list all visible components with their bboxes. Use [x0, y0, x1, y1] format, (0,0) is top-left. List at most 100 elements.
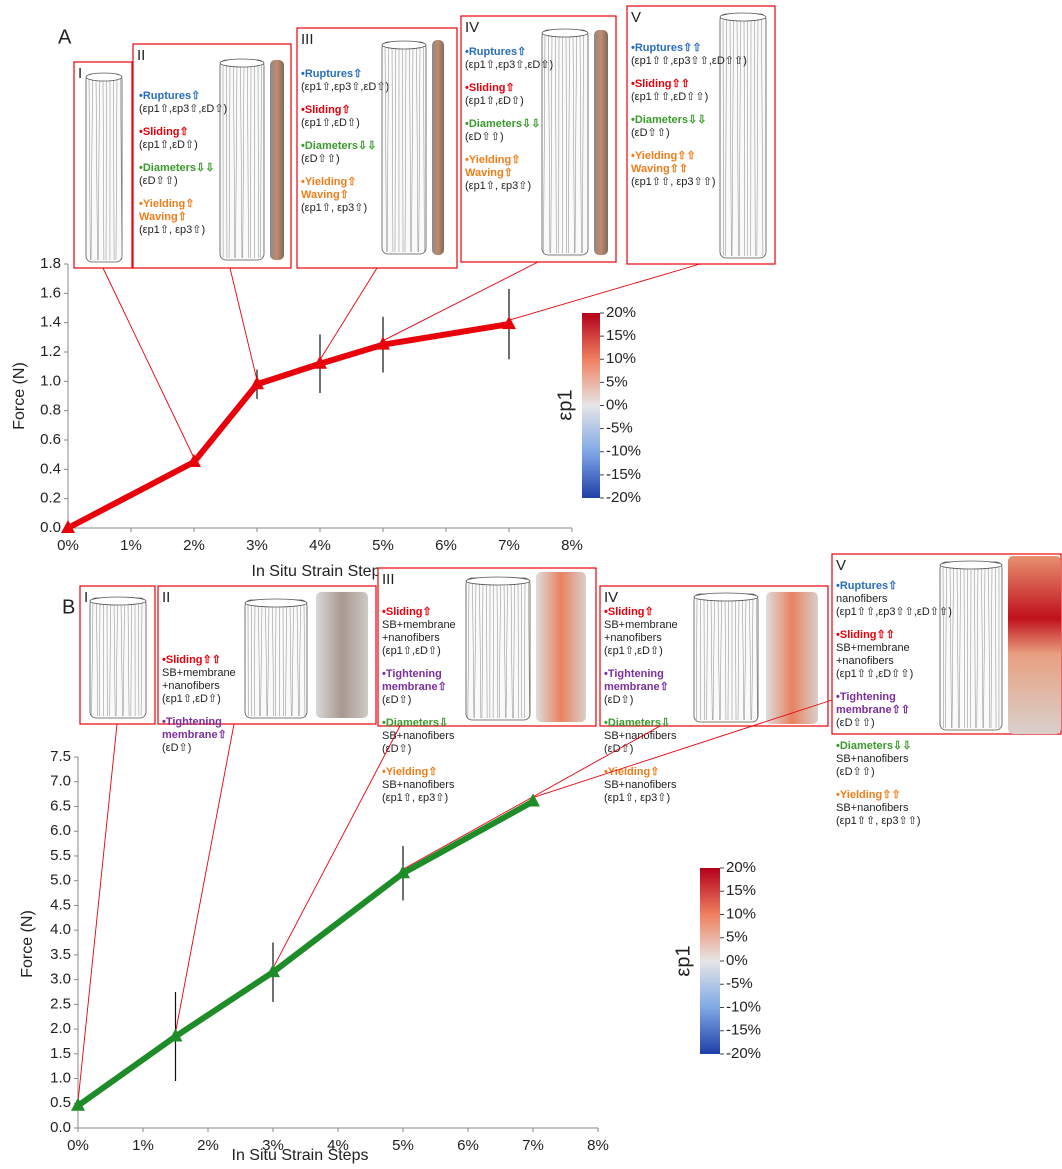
note-heading: Waving⇧ [139, 211, 187, 223]
note-heading: •Diameters⇩ [382, 717, 448, 729]
note-heading: membrane⇧⇧ [836, 704, 910, 716]
colorbar-tick-label: -15% [606, 466, 641, 483]
y-tick-label: 1.6 [40, 284, 61, 301]
y-tick-label: 0.5 [50, 1094, 71, 1111]
note-detail: (εD⇧⇧) [465, 131, 504, 143]
y-axis-title: Force (N) [19, 910, 36, 978]
connector [176, 724, 235, 1032]
fiber-top [86, 73, 122, 81]
note-heading: •Ruptures⇧ [465, 46, 526, 58]
note-detail: (εD⇧) [382, 743, 411, 755]
x-tick-label: 4% [309, 537, 331, 554]
colorbar-tick-label: -10% [606, 443, 641, 460]
note-detail: SB+nanofibers [604, 730, 677, 742]
panel-label: A [58, 26, 72, 48]
note-detail: (εD⇧) [604, 694, 633, 706]
figure: A0.00.20.40.60.81.01.21.41.61.80%1%2%3%4… [0, 0, 1062, 1164]
y-tick-label: 3.5 [50, 946, 71, 963]
x-tick-label: 0% [57, 537, 79, 554]
note-detail: (εp1⇧,εD⇧) [162, 693, 221, 705]
note-detail: (εD⇧⇧) [301, 153, 340, 165]
fiber-top [245, 599, 307, 607]
colorbar-tick-label: 10% [726, 905, 756, 922]
note-heading: •Diameters⇩⇩ [301, 140, 376, 152]
colorbar-tick-label: -15% [726, 1022, 761, 1039]
note-heading: •Yielding⇧ [301, 176, 356, 188]
note-detail: (εp1⇧⇧, εp3⇧⇧) [631, 176, 716, 188]
note-heading: •Yielding⇧⇧ [836, 789, 901, 801]
y-tick-label: 7.5 [50, 748, 71, 765]
connector [230, 268, 257, 380]
colorbar-tick-label: 0% [726, 952, 748, 969]
colorbar-tick-label: -10% [726, 998, 761, 1015]
note-heading: •Diameters⇩ [604, 717, 670, 729]
y-tick-label: 1.4 [40, 314, 61, 331]
note-heading: Waving⇧⇧ [631, 163, 688, 175]
fiber-bundle [720, 14, 766, 258]
note-detail: (εp1⇧, εp3⇧) [139, 224, 205, 236]
y-tick-label: 0.0 [50, 1119, 71, 1136]
data-line [78, 802, 533, 1106]
note-detail: (εp1⇧,εp3⇧,εD⇧) [465, 59, 553, 71]
note-heading: •Sliding⇧⇧ [631, 78, 690, 90]
y-tick-label: 3.0 [50, 971, 71, 988]
note-heading: •Ruptures⇧ [301, 68, 362, 80]
y-tick-label: 0.0 [40, 519, 61, 536]
y-axis-title: Force (N) [11, 362, 28, 430]
x-tick-label: 6% [457, 1137, 479, 1154]
colorbar-tick-label: -5% [726, 975, 753, 992]
fiber-top [90, 597, 146, 605]
colorbar [582, 313, 600, 498]
y-tick-label: 2.0 [50, 1020, 71, 1037]
note-detail: SB+nanofibers [836, 753, 909, 765]
note-detail: (εp1⇧, εp3⇧) [465, 180, 531, 192]
note-heading: •Sliding⇧ [382, 606, 432, 618]
x-tick-label: 7% [498, 537, 520, 554]
note-heading: •Ruptures⇧ [836, 580, 897, 592]
x-tick-label: 2% [183, 537, 205, 554]
note-heading: •Sliding⇧⇧ [162, 654, 221, 666]
fiber-top [940, 561, 1002, 569]
note-heading: •Tightening [836, 691, 896, 703]
x-axis-title: In Situ Strain Steps [252, 563, 389, 580]
note-heading: Waving⇧ [465, 167, 513, 179]
note-detail: SB+membrane [836, 642, 910, 654]
note-detail: (εp1⇧⇧,εp3⇧⇧,εD⇧⇧) [836, 606, 952, 618]
note-heading: membrane⇧ [162, 729, 227, 741]
note-heading: •Sliding⇧⇧ [836, 629, 895, 641]
fiber-bundle [90, 598, 146, 718]
note-heading: •Diameters⇩⇩ [465, 118, 540, 130]
note-heading: •Ruptures⇧⇧ [631, 42, 702, 54]
note-detail: nanofibers [836, 593, 888, 605]
note-heading: •Ruptures⇧ [139, 90, 200, 102]
colorbar-tick-label: 15% [726, 882, 756, 899]
y-tick-label: 0.2 [40, 490, 61, 507]
note-detail: (εp1⇧, εp3⇧) [604, 792, 670, 804]
x-tick-label: 7% [522, 1137, 544, 1154]
rod-render [432, 40, 444, 255]
y-tick-label: 1.0 [40, 372, 61, 389]
note-detail: SB+nanofibers [604, 779, 677, 791]
note-heading: Waving⇧ [301, 189, 349, 201]
inset-label: V [836, 557, 846, 574]
note-detail: +nanofibers [836, 655, 894, 667]
note-detail: (εp1⇧, εp3⇧) [301, 202, 367, 214]
inset-label: II [137, 47, 145, 64]
note-detail: (εD⇧⇧) [836, 717, 875, 729]
note-detail: (εp1⇧⇧,εD⇧⇧) [631, 91, 708, 103]
fiber-top [220, 59, 264, 67]
note-detail: (εD⇧⇧) [139, 175, 178, 187]
colorbar-tick-label: 20% [606, 304, 636, 321]
inset-label: I [84, 589, 88, 606]
colorbar-tick-label: 5% [726, 929, 748, 946]
inset-label: I [78, 65, 82, 82]
note-detail: (εp1⇧,εD⇧) [604, 645, 663, 657]
note-heading: •Yielding⇧ [139, 198, 194, 210]
fiber-top [720, 13, 766, 21]
y-tick-label: 6.5 [50, 797, 71, 814]
y-tick-label: 2.5 [50, 995, 71, 1012]
note-detail: SB+membrane [162, 667, 236, 679]
y-tick-label: 5.0 [50, 872, 71, 889]
rod-render [316, 592, 368, 718]
note-detail: SB+membrane [382, 619, 456, 631]
